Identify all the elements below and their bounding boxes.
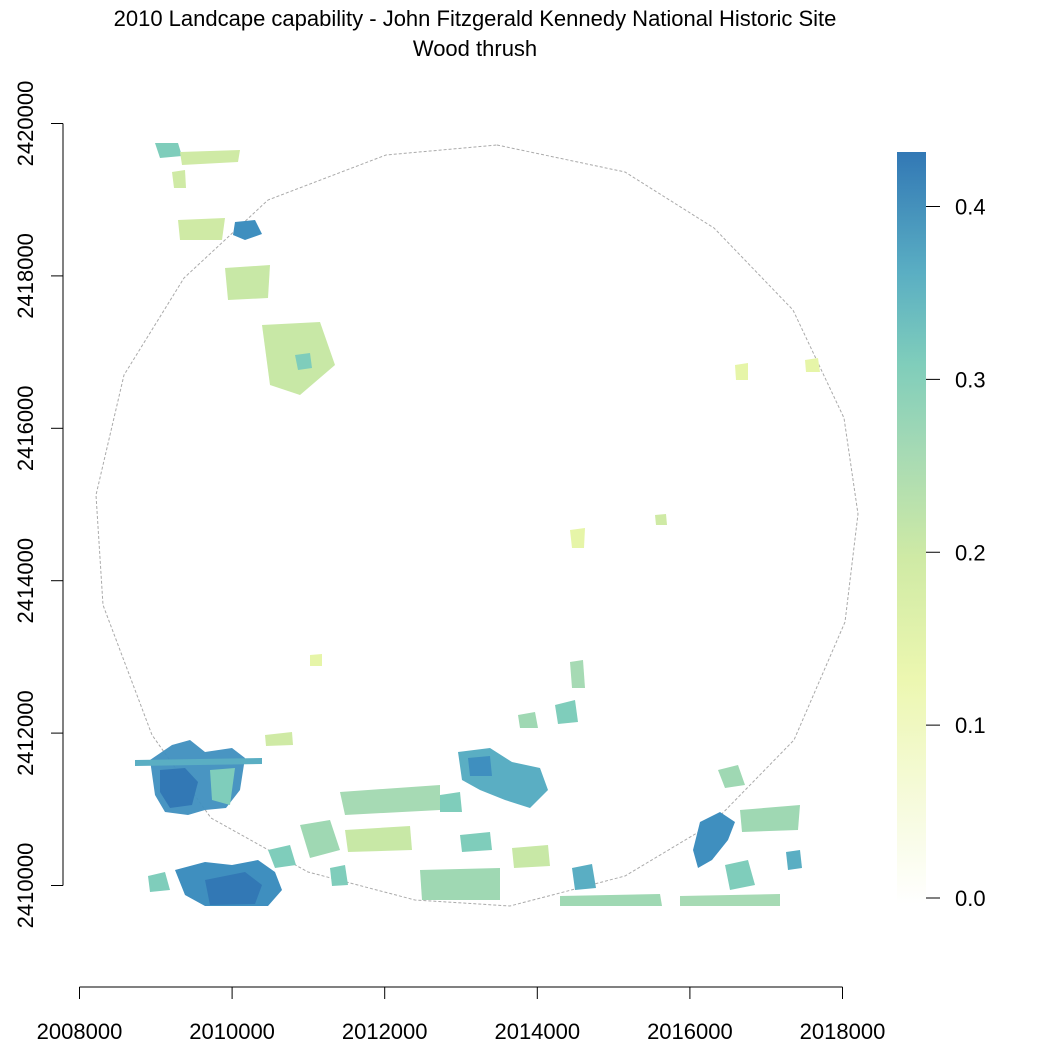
legend-ticks: 0.0 0.1 0.2 0.3 0.4 [926, 195, 986, 911]
x-tick-label: 2018000 [800, 1019, 886, 1044]
habitat-patch [210, 768, 235, 805]
habitat-patch [805, 358, 820, 372]
x-tick-label: 2016000 [647, 1019, 733, 1044]
y-tick-label: 2412000 [13, 690, 38, 776]
habitat-patch [555, 700, 578, 724]
habitat-patch [680, 894, 780, 906]
habitat-patch [295, 353, 312, 370]
habitat-patch [440, 792, 462, 812]
habitat-patch [572, 864, 596, 890]
legend-tick-label: 0.0 [955, 886, 986, 911]
x-axis-ticks: 2008000 2010000 2012000 2014000 2016000 20180… [37, 987, 886, 1044]
habitat-patch [330, 865, 348, 886]
habitat-patch [148, 872, 170, 892]
y-tick-label: 2420000 [13, 81, 38, 167]
y-tick-label: 2418000 [13, 233, 38, 319]
legend-tick-label: 0.2 [955, 540, 986, 565]
habitat-patches [135, 143, 820, 906]
habitat-patch-se-cluster [693, 812, 735, 868]
x-tick-label: 2014000 [494, 1019, 580, 1044]
habitat-patch [786, 850, 802, 870]
habitat-patch [460, 832, 492, 852]
habitat-patch [420, 868, 500, 900]
x-tick-label: 2010000 [189, 1019, 275, 1044]
habitat-patch [340, 785, 440, 815]
map-title: 2010 Landcape capability - John Fitzgera… [113, 6, 837, 31]
habitat-patch [205, 872, 262, 905]
habitat-patch [725, 860, 755, 890]
legend-color-bar [897, 152, 926, 904]
habitat-patch [718, 765, 745, 788]
habitat-patch [265, 732, 293, 746]
habitat-patch [735, 363, 748, 380]
habitat-patch-nw-top [155, 143, 182, 158]
habitat-patch [180, 150, 240, 165]
legend-tick-label: 0.1 [955, 713, 986, 738]
habitat-patch-south-center [458, 748, 548, 808]
map-subtitle: Wood thrush [412, 36, 538, 61]
habitat-patch [310, 654, 322, 666]
habitat-patch [300, 820, 340, 858]
habitat-patch [160, 768, 198, 808]
habitat-patch-nw-mid [233, 220, 262, 240]
y-axis-ticks: 2410000 2412000 2414000 2416000 2418000 24200… [13, 81, 63, 929]
habitat-patch [570, 660, 585, 688]
habitat-patch [178, 218, 225, 240]
habitat-patch [172, 170, 186, 188]
habitat-patch [468, 756, 492, 776]
y-tick-label: 2410000 [13, 843, 38, 929]
legend-tick-label: 0.3 [955, 367, 986, 392]
legend-tick-label: 0.4 [955, 195, 986, 220]
habitat-patch [345, 826, 412, 852]
y-tick-label: 2416000 [13, 385, 38, 471]
habitat-patch [135, 758, 262, 766]
habitat-patch [225, 265, 270, 300]
habitat-patch [512, 845, 550, 868]
habitat-patch [268, 845, 296, 868]
habitat-patch [740, 805, 800, 832]
habitat-patch [570, 528, 585, 548]
habitat-patch [518, 712, 538, 728]
x-tick-label: 2008000 [37, 1019, 123, 1044]
habitat-patch [655, 514, 667, 525]
x-tick-label: 2012000 [342, 1019, 428, 1044]
y-tick-label: 2414000 [13, 538, 38, 624]
habitat-patch [560, 894, 662, 906]
